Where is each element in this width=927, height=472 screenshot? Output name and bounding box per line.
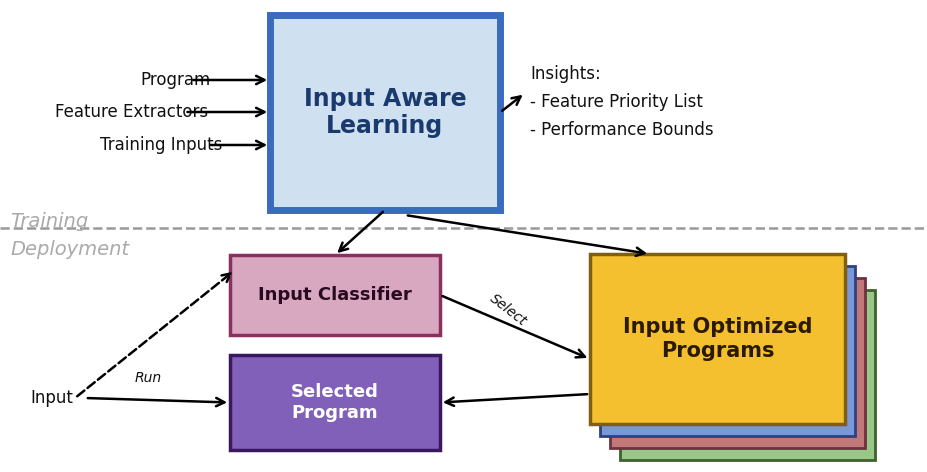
FancyBboxPatch shape xyxy=(230,255,439,335)
Text: Insights:: Insights: xyxy=(529,65,600,83)
Text: - Feature Priority List: - Feature Priority List xyxy=(529,93,702,111)
Text: Training Inputs: Training Inputs xyxy=(100,136,222,154)
Text: Selected
Program: Selected Program xyxy=(291,383,378,422)
Text: Input Classifier: Input Classifier xyxy=(258,286,412,304)
FancyBboxPatch shape xyxy=(230,355,439,450)
FancyBboxPatch shape xyxy=(590,254,844,424)
Text: Input Aware
Learning: Input Aware Learning xyxy=(303,86,465,138)
Text: Training: Training xyxy=(10,212,88,231)
Text: - Performance Bounds: - Performance Bounds xyxy=(529,121,713,139)
Text: Input Optimized
Programs: Input Optimized Programs xyxy=(622,317,811,361)
Text: Feature Extractors: Feature Extractors xyxy=(55,103,208,121)
Text: Run: Run xyxy=(134,371,161,385)
Text: Program: Program xyxy=(140,71,210,89)
FancyBboxPatch shape xyxy=(600,266,854,436)
FancyBboxPatch shape xyxy=(270,15,500,210)
FancyBboxPatch shape xyxy=(609,278,864,448)
Text: Deployment: Deployment xyxy=(10,240,129,259)
Text: Select: Select xyxy=(487,291,528,329)
Text: Input: Input xyxy=(30,389,73,407)
FancyBboxPatch shape xyxy=(619,290,874,460)
